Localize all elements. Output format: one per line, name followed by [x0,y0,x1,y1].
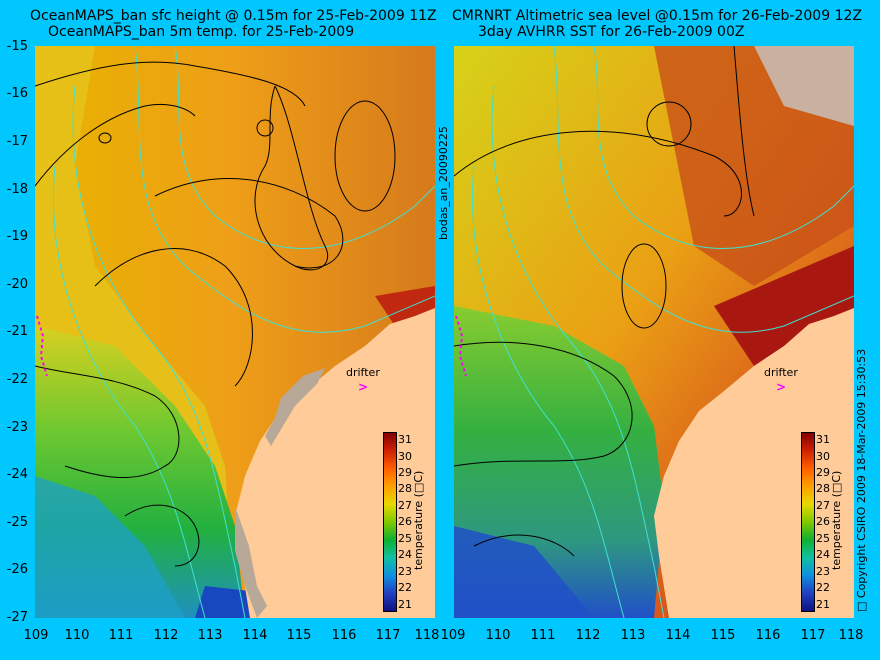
colorbar-tick: 28 [816,482,830,495]
lon-tick: 111 [530,628,556,643]
lon-tick: 117 [375,628,401,643]
colorbar-tick: 21 [816,598,830,611]
left-title-line1: OceanMAPS_ban sfc height @ 0.15m for 25-… [30,8,437,24]
lat-tick: -17 [6,134,28,149]
lon-tick: 110 [64,628,90,643]
colorbar-label-left: temperature (□C) [412,470,425,570]
lon-tick: 111 [108,628,134,643]
colorbar-tick: 27 [398,499,412,512]
lon-tick: 113 [620,628,646,643]
colorbar-tick: 21 [398,598,412,611]
colorbar-tick: 25 [398,532,412,545]
lat-tick: -15 [6,39,28,54]
sst-deep-blue [195,586,250,618]
height-contours [35,61,396,567]
copyright-label: □ Copyright CSIRO 2009 18-Mar-2009 15:30… [855,348,868,612]
lat-tick: -16 [6,86,28,101]
colorbar-tick: 30 [398,450,412,463]
colorbar-tick: 28 [398,482,412,495]
lat-tick: -19 [6,229,28,244]
lat-tick: -24 [6,467,28,482]
lon-tick: 116 [331,628,357,643]
colorbar-tick: 22 [816,581,830,594]
lat-tick: -22 [6,372,28,387]
drifter-marker-right: > [776,380,787,394]
lon-tick: 112 [153,628,179,643]
lon-tick: 117 [800,628,826,643]
colorbar-tick: 29 [816,466,830,479]
drifter-label-right: drifter [764,366,798,379]
sst-blue-zone [454,526,594,618]
lon-tick: 118 [838,628,864,643]
drifter-track [36,315,48,377]
colorbar-tick: 26 [398,515,412,528]
lon-tick: 109 [440,628,466,643]
lon-tick: 114 [242,628,268,643]
right-map-panel [454,46,854,618]
lon-tick: 110 [485,628,511,643]
run-id-label: bodas_an_20090225 [437,126,450,240]
colorbar-tick: 31 [398,433,412,446]
lat-tick: -27 [6,610,28,625]
lat-tick: -21 [6,324,28,339]
lat-tick: -18 [6,182,28,197]
colorbar-tick: 22 [398,581,412,594]
right-map [454,46,854,618]
bathymetry-contours [52,46,435,618]
lon-tick: 112 [575,628,601,643]
colorbar-tick: 31 [816,433,830,446]
lat-tick: -20 [6,277,28,292]
colorbar-tick: 23 [398,565,412,578]
lon-tick: 115 [710,628,736,643]
coast-shadow [265,368,325,446]
colorbar-tick: 30 [816,450,830,463]
colorbar-tick: 24 [816,548,830,561]
shark-bay-shadow [235,506,267,618]
drifter-label-left: drifter [346,366,380,379]
left-map-panel [35,46,435,618]
drifter-track [455,315,467,377]
lon-tick: 118 [414,628,440,643]
drifter-marker-left: > [358,380,369,394]
bathymetry-contours [471,46,854,618]
colorbar-tick: 24 [398,548,412,561]
colorbar-tick: 29 [398,466,412,479]
lat-tick: -23 [6,420,28,435]
cloud-mask [754,46,854,126]
sst-blue-zone [35,476,185,618]
right-title-line1: CMRNRT Altimetric sea level @0.15m for 2… [452,8,862,24]
lon-tick: 116 [755,628,781,643]
colorbar-tick: 25 [816,532,830,545]
colorbar-label-right: temperature (□C) [830,470,843,570]
lon-tick: 115 [286,628,312,643]
colorbar-tick: 23 [816,565,830,578]
colorbar-tick: 27 [816,499,830,512]
left-map [35,46,435,618]
colorbar-right [801,432,815,612]
left-title-line2: OceanMAPS_ban 5m temp. for 25-Feb-2009 [48,24,355,40]
lon-tick: 113 [197,628,223,643]
lat-tick: -26 [6,562,28,577]
lon-tick: 109 [23,628,49,643]
right-title-line2: 3day AVHRR SST for 26-Feb-2009 00Z [478,24,745,40]
height-contours [454,46,755,557]
colorbar-tick: 26 [816,515,830,528]
lat-tick: -25 [6,515,28,530]
colorbar-left [383,432,397,612]
lon-tick: 114 [665,628,691,643]
